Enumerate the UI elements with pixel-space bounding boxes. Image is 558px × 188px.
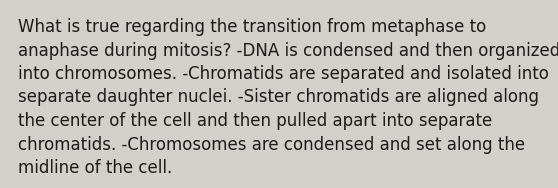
Text: separate daughter nuclei. -Sister chromatids are aligned along: separate daughter nuclei. -Sister chroma… <box>18 89 539 106</box>
Text: the center of the cell and then pulled apart into separate: the center of the cell and then pulled a… <box>18 112 492 130</box>
Text: into chromosomes. -Chromatids are separated and isolated into: into chromosomes. -Chromatids are separa… <box>18 65 549 83</box>
Text: What is true regarding the transition from metaphase to: What is true regarding the transition fr… <box>18 18 486 36</box>
Text: chromatids. -Chromosomes are condensed and set along the: chromatids. -Chromosomes are condensed a… <box>18 136 525 153</box>
Text: anaphase during mitosis? -DNA is condensed and then organized: anaphase during mitosis? -DNA is condens… <box>18 42 558 59</box>
Text: midline of the cell.: midline of the cell. <box>18 159 172 177</box>
